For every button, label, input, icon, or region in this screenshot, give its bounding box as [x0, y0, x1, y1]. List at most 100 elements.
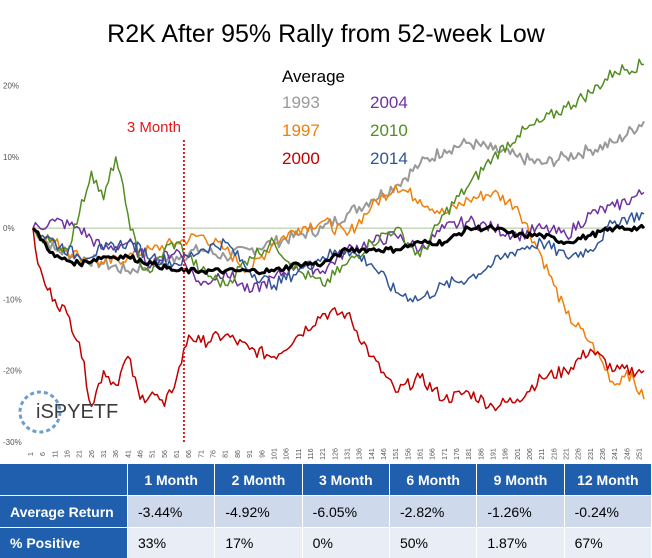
row-label: % Positive — [0, 528, 128, 558]
table-header: 6 Month — [389, 464, 476, 496]
legend-title: Average — [282, 67, 345, 86]
x-tick-label: 141 — [369, 448, 376, 460]
table-header: 2 Month — [215, 464, 302, 496]
x-tick-label: 26 — [89, 450, 96, 458]
x-tick-label: 206 — [527, 448, 534, 460]
row-label: Average Return — [0, 496, 128, 528]
x-tick-label: 241 — [612, 448, 619, 460]
x-tick-label: 251 — [637, 448, 644, 460]
table-cell: 17% — [215, 528, 302, 558]
x-tick-label: 231 — [588, 448, 595, 460]
x-tick-label: 51 — [150, 450, 157, 458]
x-tick-label: 1 — [28, 452, 35, 456]
legend-item-2004: 2004 — [370, 93, 408, 112]
table-cell: -4.92% — [215, 496, 302, 528]
table-row: % Positive 33% 17% 0% 50% 1.87% 67% — [0, 528, 652, 558]
x-tick-label: 226 — [576, 448, 583, 460]
x-tick-label: 101 — [271, 448, 278, 460]
table-cell: -2.82% — [389, 496, 476, 528]
chart-area: R2K After 95% Rally from 52-week Low 20%… — [0, 0, 652, 464]
table-row: Average Return -3.44% -4.92% -6.05% -2.8… — [0, 496, 652, 528]
three-month-annotation: 3 Month — [127, 119, 181, 136]
x-tick-label: 136 — [357, 448, 364, 460]
table-header: 1 Month — [128, 464, 215, 496]
x-tick-label: 111 — [296, 449, 303, 460]
x-tick-label: 161 — [417, 448, 424, 460]
x-tick-label: 171 — [442, 448, 449, 460]
returns-table: 1 Month 2 Month 3 Month 6 Month 9 Month … — [0, 464, 652, 558]
x-tick-label: 121 — [320, 448, 327, 460]
series-line-2004 — [33, 190, 644, 292]
x-tick-label: 61 — [174, 450, 181, 458]
x-tick-label: 91 — [247, 450, 254, 458]
table-cell: 1.87% — [477, 528, 564, 558]
table-cell: 67% — [564, 528, 651, 558]
x-tick-label: 236 — [600, 448, 607, 460]
x-tick-label: 176 — [454, 448, 461, 460]
x-tick-label: 166 — [430, 448, 437, 460]
x-tick-label: 16 — [65, 450, 72, 458]
legend-item-1993: 1993 — [282, 93, 320, 112]
legend-item-2000: 2000 — [282, 149, 320, 168]
y-tick-label: -30% — [3, 438, 22, 447]
x-tick-label: 191 — [491, 448, 498, 460]
x-tick-label: 6 — [40, 452, 47, 456]
table-header: 3 Month — [302, 464, 389, 496]
table-cell: -3.44% — [128, 496, 215, 528]
chart-title: R2K After 95% Rally from 52-week Low — [107, 20, 546, 48]
x-tick-label: 116 — [308, 448, 315, 459]
x-tick-label: 66 — [186, 450, 193, 458]
table-cell: 33% — [128, 528, 215, 558]
table-header: 12 Month — [564, 464, 651, 496]
x-tick-label: 21 — [77, 450, 84, 458]
x-tick-label: 126 — [332, 448, 339, 460]
x-tick-label: 196 — [503, 448, 510, 460]
x-tick-label: 96 — [259, 450, 266, 458]
table-header: 9 Month — [477, 464, 564, 496]
x-tick-label: 181 — [466, 448, 473, 460]
x-tick-label: 246 — [624, 448, 631, 460]
legend-item-2014: 2014 — [370, 149, 408, 168]
table-header — [0, 464, 128, 496]
legend: Average 1993 2004 1997 2010 2000 2014 — [282, 67, 408, 168]
ispyetf-logo: iSPYETF — [20, 392, 118, 432]
line-chart: R2K After 95% Rally from 52-week Low 20%… — [0, 0, 652, 464]
table-cell: -0.24% — [564, 496, 651, 528]
x-tick-label: 76 — [211, 450, 218, 458]
x-tick-label: 71 — [198, 450, 205, 458]
x-tick-label: 201 — [515, 448, 522, 460]
x-tick-label: 56 — [162, 450, 169, 458]
x-tick-label: 211 — [539, 448, 546, 459]
x-tick-label: 86 — [235, 450, 242, 458]
y-tick-label: -10% — [3, 295, 22, 304]
x-tick-label: 156 — [405, 448, 412, 460]
x-tick-label: 131 — [344, 448, 351, 460]
y-tick-label: 20% — [3, 82, 19, 91]
x-tick-label: 146 — [381, 448, 388, 460]
x-tick-label: 31 — [101, 450, 108, 458]
table-cell: 0% — [302, 528, 389, 558]
x-tick-label: 11 — [52, 450, 59, 457]
x-tick-label: 151 — [393, 448, 400, 460]
y-tick-label: 10% — [3, 153, 19, 162]
series-lines — [33, 59, 644, 410]
x-tick-label: 221 — [564, 448, 571, 460]
table-cell: -6.05% — [302, 496, 389, 528]
y-tick-label: -20% — [3, 367, 22, 376]
table-cell: 50% — [389, 528, 476, 558]
legend-item-2010: 2010 — [370, 121, 408, 140]
x-tick-label: 36 — [113, 450, 120, 458]
x-tick-label: 46 — [138, 450, 145, 458]
x-tick-label: 216 — [551, 448, 558, 460]
x-tick-label: 41 — [125, 450, 132, 458]
series-line-1997 — [33, 185, 644, 399]
y-axis: 20% 10% 0% -10% -20% -30% — [3, 82, 22, 447]
x-tick-label: 186 — [478, 448, 485, 460]
x-tick-label: 106 — [284, 448, 291, 460]
logo-text: iSPYETF — [36, 401, 118, 423]
table-cell: -1.26% — [477, 496, 564, 528]
legend-item-1997: 1997 — [282, 121, 320, 140]
x-tick-label: 81 — [223, 450, 230, 458]
y-tick-label: 0% — [3, 224, 15, 233]
